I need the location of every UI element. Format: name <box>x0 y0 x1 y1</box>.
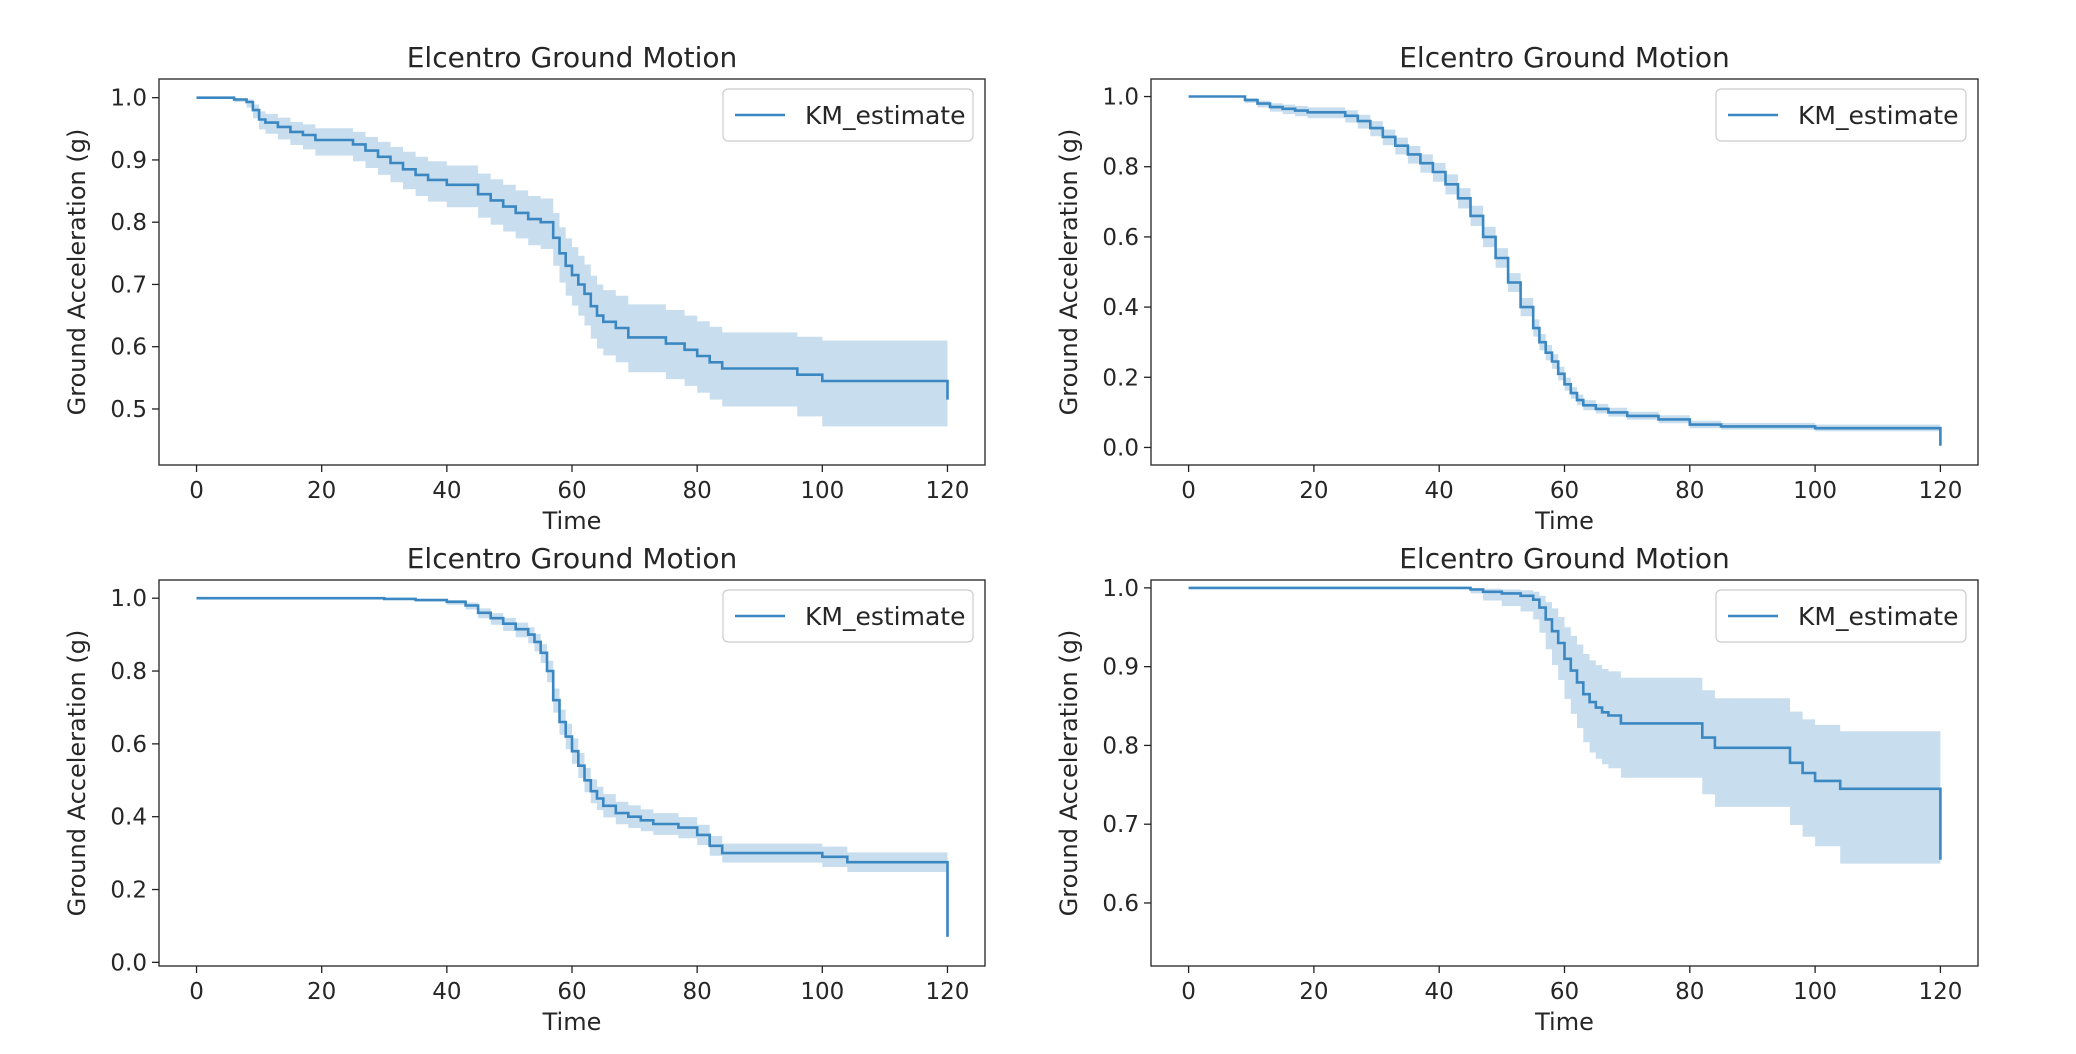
y-tick-label: 1.0 <box>110 586 147 612</box>
chart-title: Elcentro Ground Motion <box>407 41 738 74</box>
subplot-2: 0 20 40 60 80 100 120 0.0 0.2 0.4 0.6 0.8 1.0 Elcentr… <box>1055 41 1979 535</box>
y-tick-label: 0.8 <box>110 210 147 236</box>
legend: KM_estimate <box>1715 88 1967 142</box>
y-tick-label: 0.6 <box>1102 891 1139 917</box>
legend-label: KM_estimate <box>1798 101 1958 130</box>
km-estimate-line <box>1188 95 1942 446</box>
x-tick-label: 20 <box>1299 478 1328 504</box>
x-axis-label: Time <box>1534 507 1594 535</box>
x-tick-label: 40 <box>1425 979 1454 1005</box>
x-tick-label: 120 <box>1918 478 1962 504</box>
legend-box <box>1715 589 1967 643</box>
subplot-1: 0 20 40 60 80 100 120 0.5 0.6 0.7 0.8 0.9 1.0 Elcentr… <box>63 41 986 535</box>
x-tick-label: 100 <box>1793 979 1837 1005</box>
legend: KM_estimate <box>722 88 974 142</box>
confidence-band <box>196 598 948 945</box>
x-tick-label: 80 <box>683 478 712 504</box>
legend-label: KM_estimate <box>805 101 965 130</box>
km-estimate-line <box>1188 586 1942 860</box>
km-estimate-line <box>196 596 949 937</box>
subplot-3: 0 20 40 60 80 100 120 0.0 0.2 0.4 0.6 0.8 1.0 Elcentr… <box>63 542 986 1036</box>
y-axis-label: Ground Acceleration (g) <box>1055 630 1083 917</box>
y-tick-label: 0.6 <box>110 335 147 361</box>
chart-title: Elcentro Ground Motion <box>407 542 738 575</box>
confidence-band <box>1188 587 1941 864</box>
y-tick-label: 0.4 <box>110 805 147 831</box>
x-tick-label: 20 <box>307 478 336 504</box>
y-tick-label: 1.0 <box>1102 576 1139 602</box>
legend: KM_estimate <box>1715 589 1967 643</box>
legend-label: KM_estimate <box>805 602 965 631</box>
x-tick-label: 80 <box>683 979 712 1005</box>
x-tick-label: 0 <box>189 478 204 504</box>
chart-title: Elcentro Ground Motion <box>1399 542 1730 575</box>
x-tick-label: 120 <box>926 478 970 504</box>
x-tick-label: 0 <box>189 979 204 1005</box>
legend-box <box>1715 88 1967 142</box>
x-tick-label: 100 <box>800 979 844 1005</box>
y-tick-label: 0.4 <box>1102 295 1139 321</box>
x-tick-label: 120 <box>926 979 970 1005</box>
y-tick-label: 0.2 <box>1102 365 1139 391</box>
x-axis-label: Time <box>1534 1008 1594 1036</box>
y-tick-label: 1.0 <box>110 86 147 112</box>
y-tick-label: 0.5 <box>110 397 147 423</box>
x-tick-label: 100 <box>800 478 844 504</box>
y-tick-label: 0.0 <box>110 950 147 976</box>
y-tick-label: 0.0 <box>1102 435 1139 461</box>
x-tick-label: 40 <box>1425 478 1454 504</box>
x-axis-label: Time <box>542 507 602 535</box>
x-tick-label: 60 <box>1550 478 1579 504</box>
y-tick-label: 0.9 <box>1102 655 1139 681</box>
y-tick-label: 0.8 <box>110 659 147 685</box>
y-axis-label: Ground Acceleration (g) <box>63 129 91 416</box>
y-tick-label: 0.8 <box>1102 733 1139 759</box>
legend: KM_estimate <box>722 589 974 643</box>
x-tick-label: 80 <box>1675 979 1704 1005</box>
x-tick-label: 20 <box>1299 979 1328 1005</box>
y-tick-label: 0.8 <box>1102 155 1139 181</box>
x-tick-label: 60 <box>557 478 586 504</box>
y-tick-label: 0.7 <box>1102 812 1139 838</box>
chart-title: Elcentro Ground Motion <box>1399 41 1730 74</box>
x-tick-label: 40 <box>432 979 461 1005</box>
x-tick-label: 0 <box>1181 979 1196 1005</box>
legend-label: KM_estimate <box>1798 602 1958 631</box>
x-tick-label: 0 <box>1181 478 1196 504</box>
x-tick-label: 100 <box>1793 478 1837 504</box>
km-estimate-line <box>196 96 949 400</box>
x-tick-label: 20 <box>307 979 336 1005</box>
y-axis-label: Ground Acceleration (g) <box>63 630 91 917</box>
y-axis-label: Ground Acceleration (g) <box>1055 129 1083 416</box>
x-tick-label: 60 <box>557 979 586 1005</box>
x-tick-label: 120 <box>1918 979 1962 1005</box>
x-tick-label: 60 <box>1550 979 1579 1005</box>
y-tick-label: 1.0 <box>1102 85 1139 111</box>
subplot-4: 0 20 40 60 80 100 120 0.6 0.7 0.8 0.9 1.0 Elcentro G… <box>1055 542 1979 1036</box>
y-tick-label: 0.9 <box>110 148 147 174</box>
y-tick-label: 0.6 <box>110 732 147 758</box>
x-tick-label: 40 <box>432 478 461 504</box>
legend-box <box>722 589 974 643</box>
x-tick-label: 80 <box>1675 478 1704 504</box>
y-tick-label: 0.7 <box>110 272 147 298</box>
legend-box <box>722 88 974 142</box>
y-tick-label: 0.2 <box>110 878 147 904</box>
x-axis-label: Time <box>542 1008 602 1036</box>
y-tick-label: 0.6 <box>1102 225 1139 251</box>
